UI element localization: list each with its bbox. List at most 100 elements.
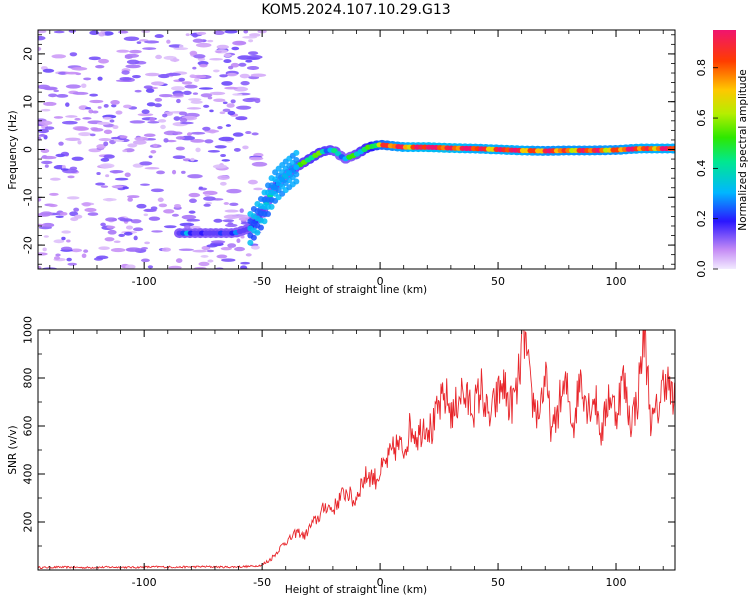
spectrogram-noise-blob — [251, 161, 268, 167]
spectrogram-noise-blob — [173, 116, 181, 121]
spectrogram-noise-blob — [105, 217, 118, 222]
spectrogram-noise-blob — [199, 63, 208, 68]
spectrogram-noise-blob — [181, 214, 197, 220]
spectrogram-noise-blob — [171, 213, 179, 217]
spectrogram-noise-blob — [209, 57, 224, 61]
spectrogram-noise-blob — [98, 137, 112, 142]
spectrogram-noise-blob — [192, 38, 204, 43]
spectrogram-ridge-spread — [257, 224, 264, 231]
colorbar-label: Normalized spectral amplitude — [737, 69, 749, 230]
spectrogram-noise-blob — [207, 259, 214, 263]
spectrogram-noise-blob — [223, 202, 230, 205]
spectrogram-noise-blob — [245, 253, 252, 257]
spectrogram-noise-blob — [158, 203, 168, 208]
snr-ticks: -100 -50 0 50 100 200 400 600 800 1000 — [22, 316, 675, 589]
spectrogram-noise-blob — [209, 109, 214, 113]
spectrogram-noise-blob — [53, 30, 65, 34]
spectrogram-y-axis-label: Frequency (Hz) — [7, 110, 19, 189]
spectrogram-x-axis-label: Height of straight line (km) — [285, 284, 427, 296]
spectrogram-noise-blob — [163, 209, 175, 214]
spectrogram-noise-blob — [148, 155, 153, 159]
spectrogram-noise-blob — [192, 66, 197, 70]
spectrogram-x-tick-label: -100 — [132, 275, 157, 288]
spectrogram-noise-blob — [173, 47, 189, 51]
spectrogram-noise-blob — [246, 57, 261, 60]
spectrogram-noise-blob — [38, 266, 42, 269]
spectrogram-noise-blob — [107, 229, 117, 235]
colorbar-tick-label: 0.6 — [695, 109, 708, 127]
spectrogram-noise-blob — [236, 238, 241, 244]
spectrogram-noise-blob — [144, 167, 160, 170]
spectrogram-noise-blob — [149, 117, 156, 122]
spectrogram-noise-blob — [89, 133, 96, 137]
spectrogram-noise-blob — [218, 136, 235, 142]
spectrogram-noise-blob — [100, 157, 110, 162]
spectrogram-noise-blob — [144, 40, 160, 44]
spectrogram-noise-blob — [83, 77, 92, 81]
spectrogram-noise-blob — [188, 192, 201, 198]
spectrogram-noise-blob — [43, 235, 49, 238]
spectrogram-noise-blob — [148, 216, 161, 221]
spectrogram-noise-blob — [53, 116, 64, 119]
spectrogram-noise-blob — [83, 249, 89, 253]
spectrogram-x-tick-label: 100 — [606, 275, 627, 288]
spectrogram-noise-blob — [226, 72, 238, 77]
spectrogram-noise-blob — [227, 65, 234, 70]
spectrogram-noise-blob — [233, 147, 241, 152]
spectrogram-noise-blob — [89, 99, 104, 104]
spectrogram-noise-blob — [105, 174, 110, 178]
spectrogram-ridge-spread — [268, 203, 275, 210]
spectrogram-noise-blob — [193, 78, 200, 82]
spectrogram-noise-blob — [192, 32, 199, 38]
spectrogram-noise-blob — [195, 42, 212, 48]
spectrogram-ridge-spread — [293, 178, 300, 185]
spectrogram-noise-blob — [115, 110, 123, 115]
colorbar-tick-label: 0.8 — [695, 59, 708, 77]
spectrogram-noise-blob — [198, 186, 203, 189]
colorbar-tick-label: 0.2 — [695, 210, 708, 228]
spectrogram-noise-blob — [109, 119, 115, 123]
spectrogram-noise-blob — [103, 141, 109, 147]
spectrogram-noise-blob — [188, 98, 202, 101]
spectrogram-noise-blob — [113, 240, 121, 244]
spectrogram-noise-blob — [38, 198, 42, 202]
spectrogram-noise-blob — [125, 64, 141, 69]
spectrogram-noise-blob — [242, 35, 258, 39]
spectrogram-noise-blob — [163, 225, 177, 229]
spectrogram-x-tick-label: 50 — [491, 275, 505, 288]
spectrogram-noise-blob — [212, 69, 220, 73]
spectrogram-noise-blob — [127, 197, 133, 202]
spectrogram-noise-blob — [81, 83, 87, 89]
spectrogram-y-tick-label: -20 — [22, 236, 35, 254]
spectrogram-noise-blob — [55, 153, 66, 158]
spectrogram-noise-blob — [89, 93, 99, 97]
spectrogram-noise-blob — [182, 90, 192, 96]
spectrogram-y-tick-label: 10 — [22, 95, 35, 109]
spectrogram-noise-blob — [204, 139, 214, 144]
spectrogram-noise-blob — [133, 235, 138, 241]
spectrogram-noise-blob — [184, 84, 198, 89]
spectrogram-noise-blob — [196, 31, 207, 35]
spectrogram-noise-blob — [136, 41, 142, 45]
colorbar-tick-label: 0.0 — [695, 260, 708, 278]
snr-x-tick-label: 0 — [377, 576, 384, 589]
spectrogram-noise-blob — [234, 246, 245, 252]
spectrogram-noise-blob — [38, 46, 42, 52]
spectrogram-noise-blob — [251, 132, 259, 136]
spectrogram-noise-blob — [195, 147, 201, 153]
spectrogram-noise-blob — [203, 203, 211, 207]
spectrogram-noise-blob — [53, 239, 65, 244]
spectrogram-noise-blob — [48, 93, 58, 98]
spectrogram-noise-blob — [236, 105, 252, 110]
spectrogram-noise-blob — [144, 208, 152, 212]
spectrogram-noise-blob — [140, 258, 150, 263]
spectrogram-noise-blob — [154, 103, 162, 108]
spectrogram-noise-blob — [150, 188, 164, 193]
spectrogram-noise-blob — [143, 213, 149, 217]
spectrogram-noise-blob — [111, 185, 124, 188]
spectrogram-noise-blob — [53, 89, 60, 93]
spectrogram-noise-blob — [203, 196, 216, 201]
spectrogram-noise-blob — [222, 219, 235, 223]
spectrogram-noise-blob — [200, 255, 209, 258]
